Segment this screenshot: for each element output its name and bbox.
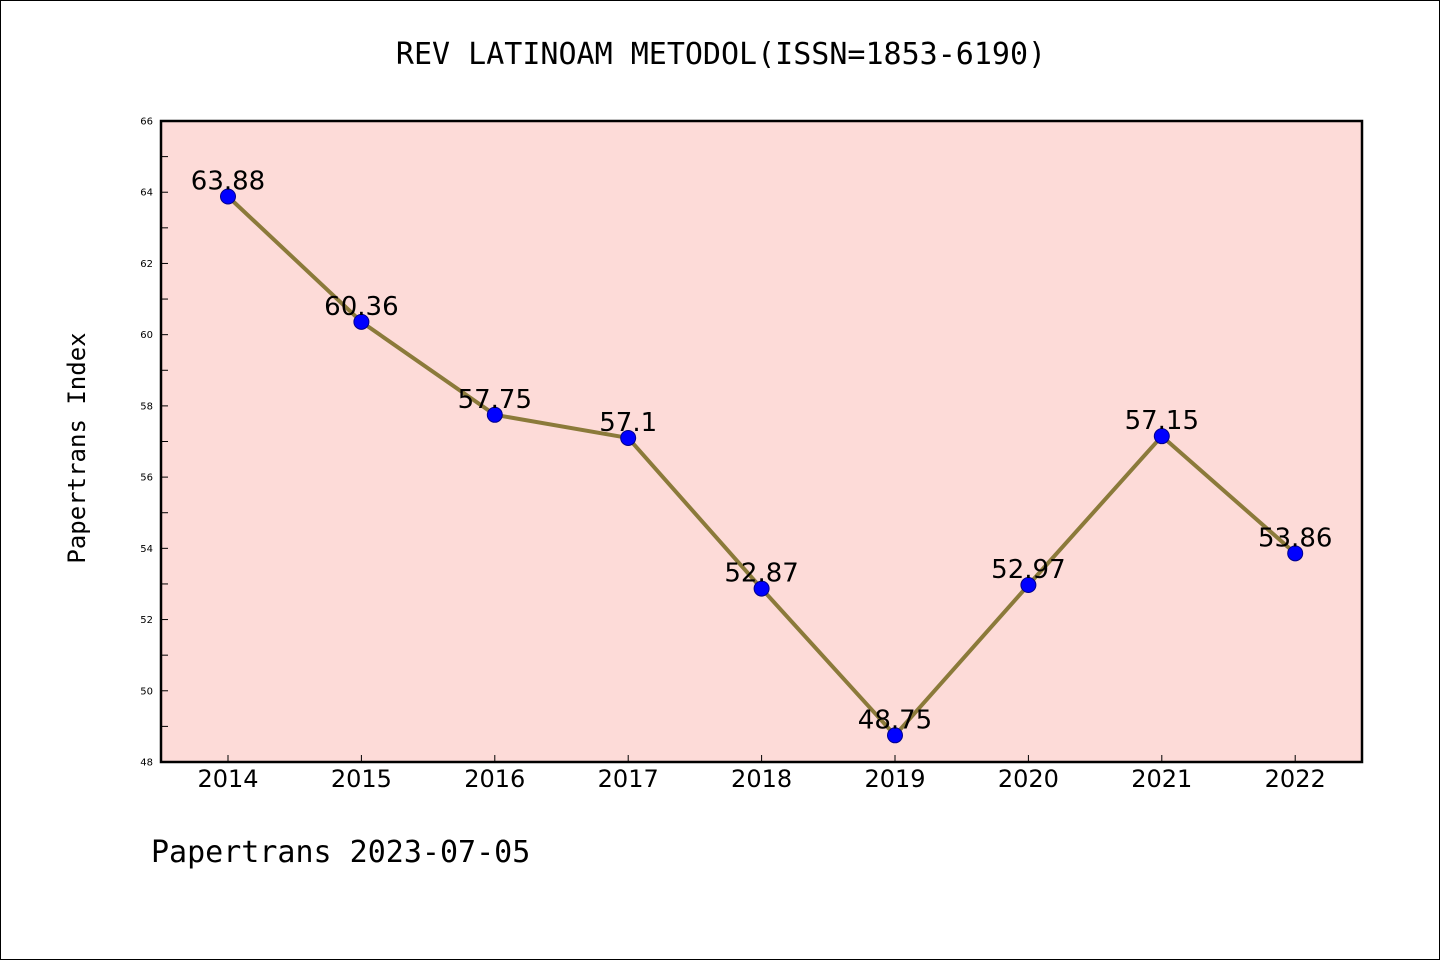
data-point [1287,545,1304,562]
x-tick-label: 2019 [864,765,925,793]
data-label: 57.1 [599,408,657,438]
y-tick-label: 48 [140,758,153,769]
x-tick-label: 2021 [1131,765,1192,793]
data-label: 53.86 [1258,523,1332,553]
data-point [1153,428,1170,445]
x-tick-label: 2015 [331,765,392,793]
data-point [753,580,770,597]
data-point [353,313,370,330]
data-label: 63.88 [191,166,265,196]
data-label: 57.75 [458,385,532,415]
data-label: 60.36 [324,292,398,322]
chart-title: REV LATINOAM METODOL(ISSN=1853-6190) [395,37,1047,72]
y-tick-label: 64 [140,188,153,199]
data-point [220,188,236,205]
x-tick-label: 2022 [1265,765,1326,793]
data-label: 48.75 [858,705,932,735]
y-tick-label: 60 [140,330,153,341]
data-label: 52.87 [724,559,798,589]
plot-area [161,121,1362,762]
data-label: 52.97 [991,555,1065,585]
y-tick-label: 62 [140,259,153,270]
y-tick-label: 54 [140,544,153,555]
data-label: 57.15 [1125,406,1199,436]
data-point [486,406,503,423]
plot-border [159,119,1364,764]
y-tick-label: 58 [140,401,153,412]
x-tick-label: 2018 [731,765,792,793]
data-point [887,727,903,744]
x-tick-label: 2014 [197,765,258,793]
y-tick-label: 50 [140,686,153,697]
x-tick-label: 2016 [464,765,525,793]
footer-note: Papertrans 2023-07-05 [151,835,531,870]
x-tick-label: 2020 [998,765,1059,793]
y-tick-label: 56 [140,473,153,484]
y-tick-label: 66 [140,117,153,128]
x-tick-label: 2017 [598,765,659,793]
y-tick-label: 52 [140,615,153,626]
data-point [1020,577,1037,594]
data-point [620,429,637,446]
